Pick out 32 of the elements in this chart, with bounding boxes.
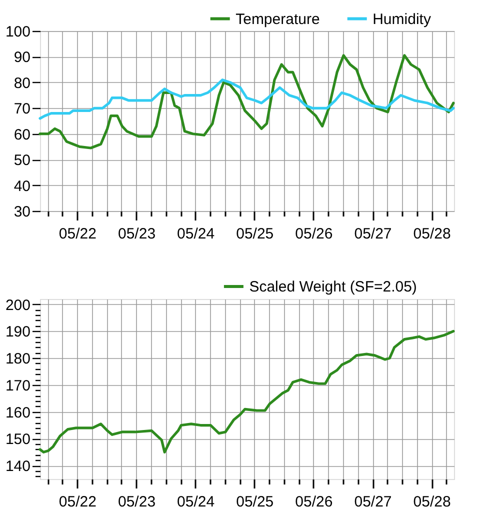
legend-label: Temperature [236, 10, 320, 28]
legend-label: Humidity [372, 10, 432, 28]
x-tick-label: 05/26 [295, 226, 333, 242]
x-tick-label: 05/24 [177, 494, 215, 510]
x-tick-label: 05/23 [118, 494, 156, 510]
y-tick-label: 30 [14, 204, 30, 220]
y-tick-label: 160 [5, 404, 30, 422]
y-tick-label: 150 [5, 431, 30, 448]
y-tick-label: 140 [5, 458, 30, 476]
y-tick-label: 200 [5, 296, 30, 314]
x-tick-label: 05/27 [354, 226, 392, 242]
y-tick-label: 60 [14, 126, 30, 144]
y-tick-label: 70 [14, 100, 30, 118]
x-tick-label: 05/28 [413, 494, 451, 510]
x-tick-label: 05/27 [354, 494, 392, 510]
y-tick-label: 170 [5, 377, 30, 394]
y-tick-label: 190 [5, 324, 30, 341]
y-tick-label: 50 [14, 152, 30, 170]
x-tick-label: 05/24 [177, 226, 215, 242]
y-tick-label: 80 [14, 74, 30, 92]
x-tick-label: 05/25 [236, 226, 274, 242]
y-tick-label: 40 [14, 178, 30, 195]
x-tick-label: 05/25 [236, 494, 274, 510]
x-tick-label: 05/22 [58, 494, 96, 510]
y-tick-label: 180 [5, 350, 30, 368]
x-tick-label: 05/28 [413, 226, 451, 242]
x-tick-label: 05/26 [295, 494, 333, 510]
y-tick-label: 100 [5, 24, 30, 40]
legend-label: Scaled Weight (SF=2.05) [249, 278, 417, 296]
y-tick-label: 90 [14, 49, 30, 66]
x-tick-label: 05/22 [58, 226, 96, 242]
x-tick-label: 05/23 [118, 226, 156, 242]
